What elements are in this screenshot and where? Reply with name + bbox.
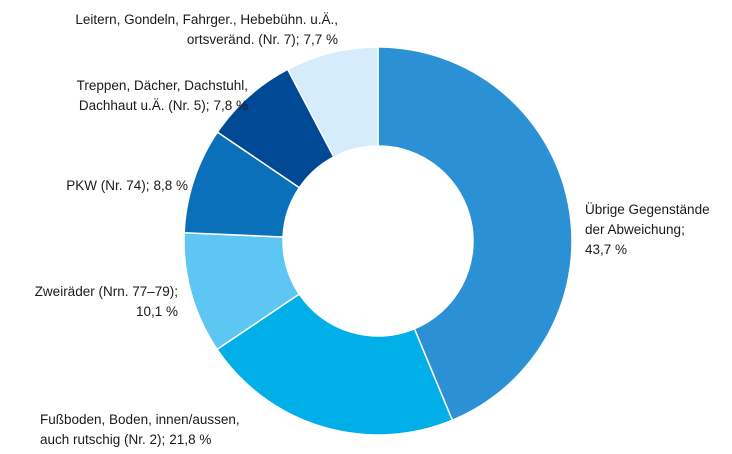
value-label: 21,8 % — [169, 432, 212, 447]
slice-label: PKW (Nr. 74); 8,8 % — [66, 176, 188, 196]
category-label: Zweiräder (Nrn. 77–79); — [34, 284, 178, 299]
slice-label: Treppen, Dächer, Dachstuhl, Dachhaut u.Ä… — [77, 76, 248, 116]
category-label: Fußboden, Boden, innen/aussen, auch ruts… — [40, 412, 240, 447]
slice-label: Leitern, Gondeln, Fahrger., Hebebühn. u.… — [75, 10, 338, 50]
value-label: 43,7 % — [585, 242, 628, 257]
value-label: 8,8 % — [153, 178, 188, 193]
category-label: Übrige Gegenstände der Abweichung; — [585, 202, 710, 237]
donut-slice — [216, 293, 454, 436]
slice-label: Zweiräder (Nrn. 77–79); 10,1 % — [35, 282, 178, 322]
category-label: Treppen, Dächer, Dachstuhl, Dachhaut u.Ä… — [76, 78, 248, 113]
donut-slice — [377, 46, 573, 422]
value-label: 7,8 % — [213, 98, 248, 113]
value-label: 7,7 % — [303, 32, 338, 47]
category-label: PKW (Nr. 74); — [66, 178, 150, 193]
slice-label: Übrige Gegenstände der Abweichung; 43,7 % — [585, 200, 710, 260]
value-label: 10,1 % — [135, 304, 178, 319]
category-label: Leitern, Gondeln, Fahrger., Hebebühn. u.… — [75, 12, 338, 47]
donut-slice — [286, 46, 379, 158]
slice-label: Fußboden, Boden, innen/aussen, auch ruts… — [40, 410, 240, 450]
